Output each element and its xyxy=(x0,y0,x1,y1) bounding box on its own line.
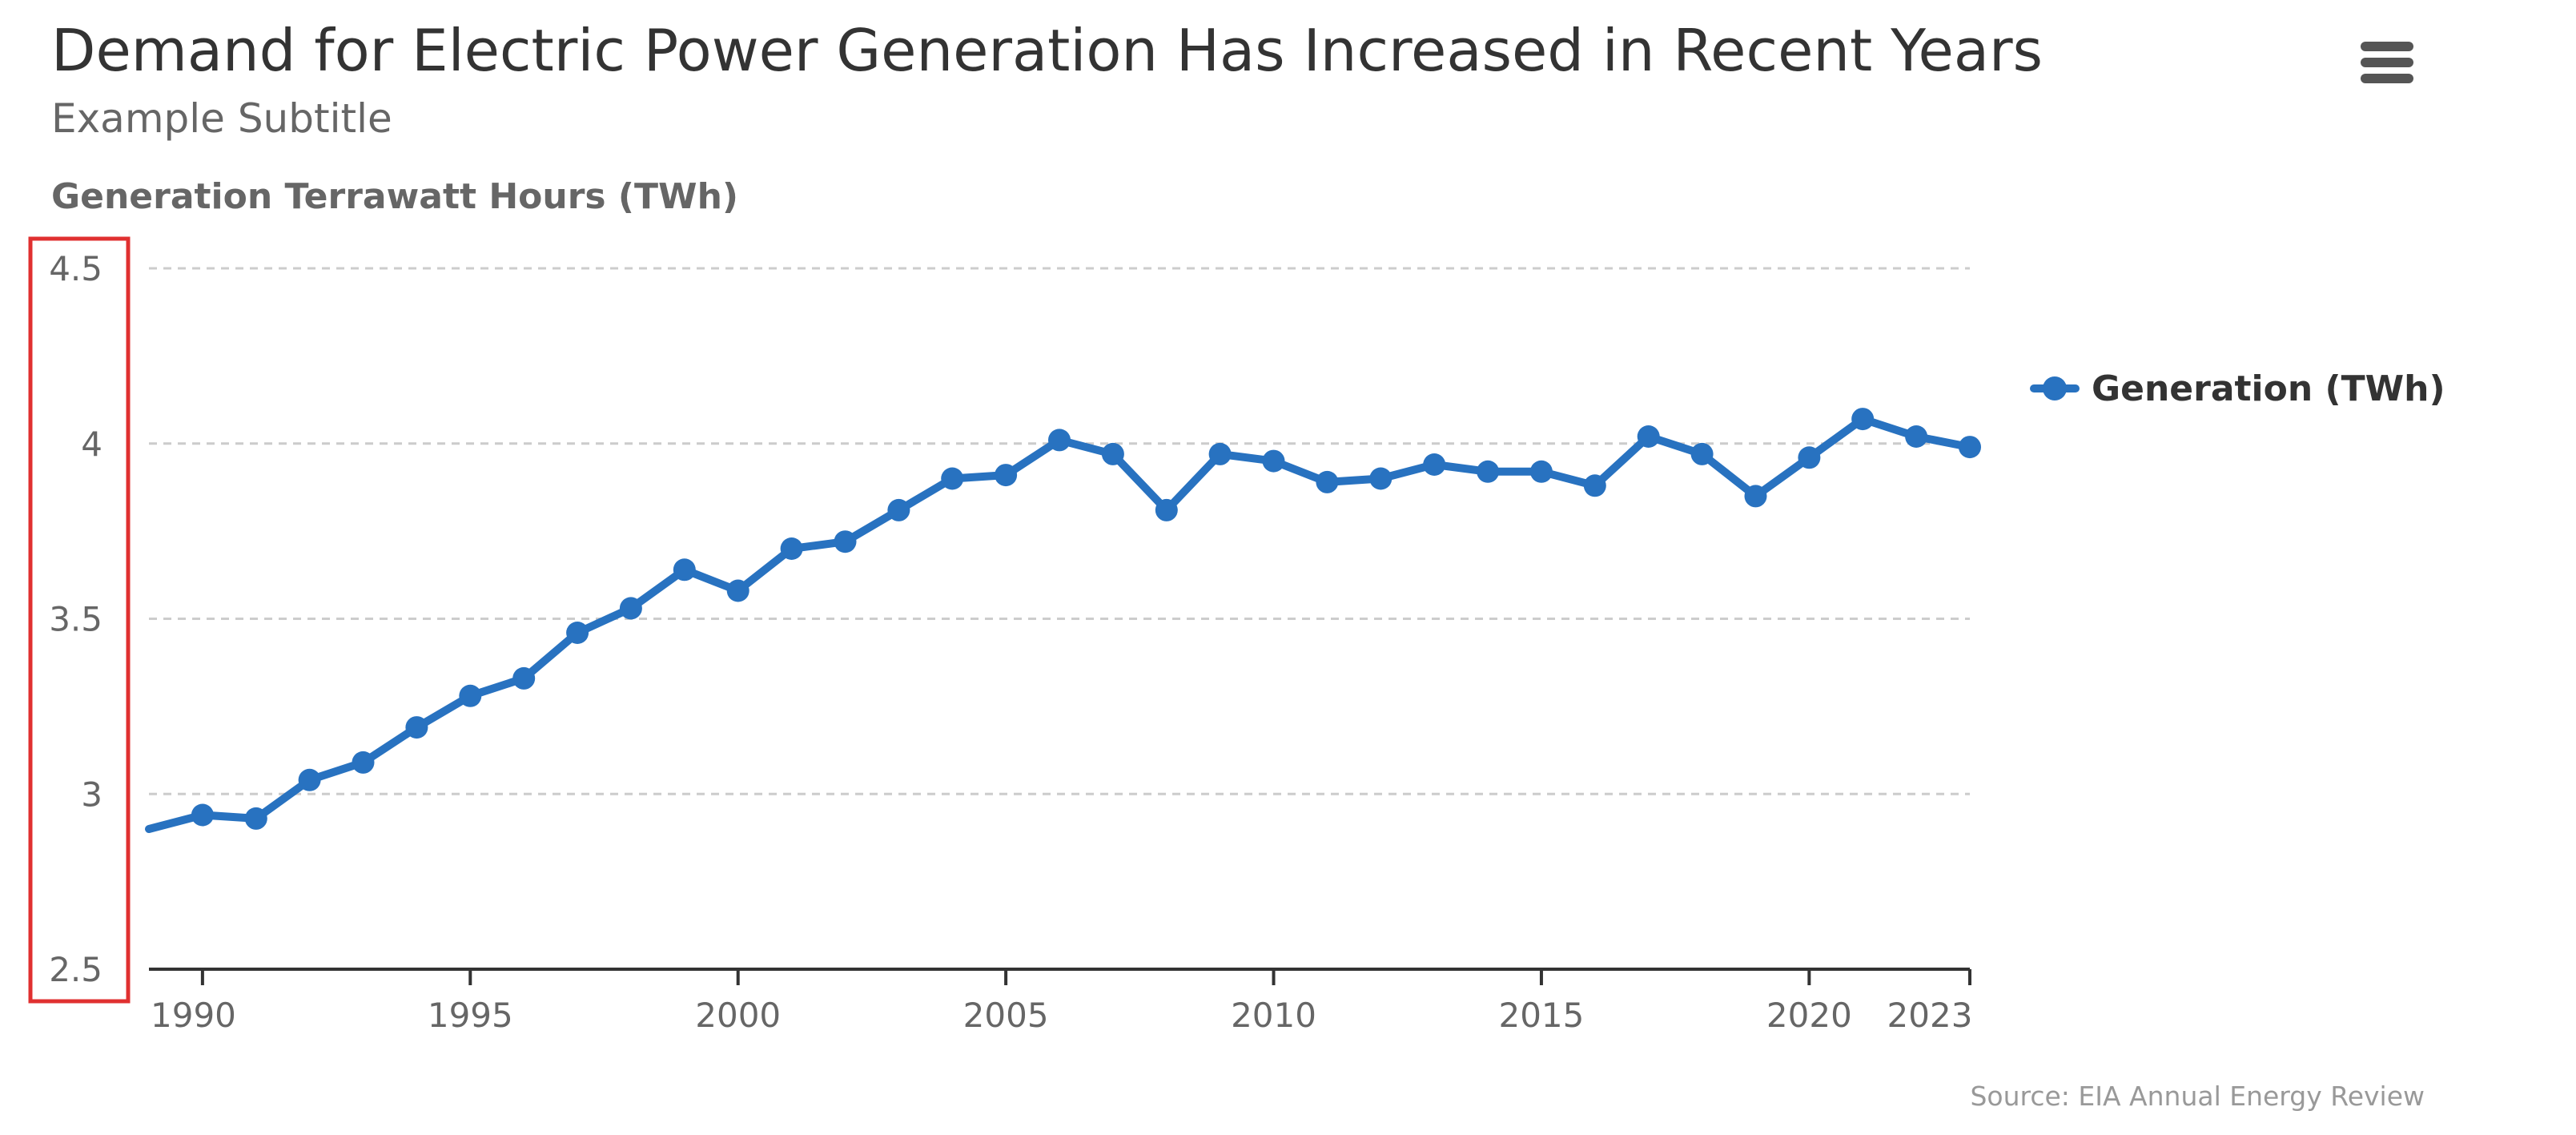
hamburger-menu-icon[interactable] xyxy=(2354,32,2420,93)
legend[interactable]: Generation (TWh) xyxy=(2030,368,2445,409)
menu-bar-top xyxy=(2361,42,2413,51)
x-tick-label: 2020 xyxy=(1766,996,1852,1035)
menu-bar-middle xyxy=(2361,58,2413,67)
y-tick-label: 3 xyxy=(81,775,102,814)
data-point[interactable] xyxy=(941,467,964,490)
legend-item-label[interactable]: Generation (TWh) xyxy=(2092,368,2445,409)
data-point[interactable] xyxy=(1477,460,1500,483)
x-tick-label: 2023 xyxy=(1887,996,1973,1035)
data-point[interactable] xyxy=(1959,436,1981,459)
x-tick-label: 1990 xyxy=(151,996,236,1035)
x-tick-label: 2010 xyxy=(1231,996,1316,1035)
series-generation[interactable] xyxy=(145,408,1981,833)
data-point[interactable] xyxy=(1369,467,1392,490)
chart-title: Demand for Electric Power Generation Has… xyxy=(51,17,2043,84)
menu-bar-bottom xyxy=(2361,74,2413,83)
chart-subtitle: Example Subtitle xyxy=(51,95,392,142)
data-point[interactable] xyxy=(1905,425,1928,448)
data-point[interactable] xyxy=(834,530,857,553)
data-point[interactable] xyxy=(1155,498,1178,521)
data-point[interactable] xyxy=(1851,408,1875,431)
context-menu-button[interactable] xyxy=(2354,32,2420,93)
x-tick-label: 2005 xyxy=(963,996,1049,1035)
data-point[interactable] xyxy=(352,751,375,774)
data-point[interactable] xyxy=(1637,425,1660,448)
y-tick-label: 4.5 xyxy=(49,249,102,288)
data-point[interactable] xyxy=(1208,442,1232,465)
data-point[interactable] xyxy=(1583,474,1606,497)
y-axis-highlight-box xyxy=(28,236,131,1004)
data-point[interactable] xyxy=(1744,485,1767,508)
legend-symbol-marker xyxy=(2043,376,2067,400)
data-point[interactable] xyxy=(1798,446,1821,469)
data-point[interactable] xyxy=(298,768,321,791)
data-point[interactable] xyxy=(1690,442,1714,465)
data-point[interactable] xyxy=(619,597,642,620)
y-axis-title: Generation Terrawatt Hours (TWh) xyxy=(51,176,738,217)
data-point[interactable] xyxy=(512,666,536,690)
y-tick-label: 2.5 xyxy=(49,950,102,989)
data-point[interactable] xyxy=(1101,442,1124,465)
data-point[interactable] xyxy=(726,579,749,602)
data-point[interactable] xyxy=(244,807,267,830)
data-point[interactable] xyxy=(566,622,589,644)
data-point[interactable] xyxy=(191,803,214,827)
x-tick-label: 1995 xyxy=(428,996,513,1035)
y-tick-label: 3.5 xyxy=(49,600,102,639)
x-axis xyxy=(149,968,1971,985)
y-axis-tick-labels: 2.5 3 3.5 4 4.5 xyxy=(49,249,102,989)
data-point[interactable] xyxy=(1048,429,1071,452)
data-point[interactable] xyxy=(459,684,482,707)
data-point[interactable] xyxy=(995,464,1018,487)
x-tick-label: 2015 xyxy=(1498,996,1584,1035)
data-point[interactable] xyxy=(780,537,803,560)
data-point[interactable] xyxy=(405,716,428,739)
y-tick-label: 4 xyxy=(81,425,102,464)
data-point[interactable] xyxy=(1262,449,1285,473)
credits[interactable]: Source: EIA Annual Energy Review xyxy=(1970,1081,2425,1112)
data-point[interactable] xyxy=(673,558,696,582)
series-line xyxy=(145,415,1974,833)
x-tick-label: 2000 xyxy=(695,996,781,1035)
gridlines xyxy=(149,267,1970,795)
data-point[interactable] xyxy=(1423,453,1446,476)
x-axis-tick-labels: 1990 1995 2000 2005 2010 2015 2020 2023 xyxy=(151,996,1972,1035)
data-point[interactable] xyxy=(1529,460,1553,483)
data-point[interactable] xyxy=(1316,470,1339,493)
data-point[interactable] xyxy=(887,498,910,521)
